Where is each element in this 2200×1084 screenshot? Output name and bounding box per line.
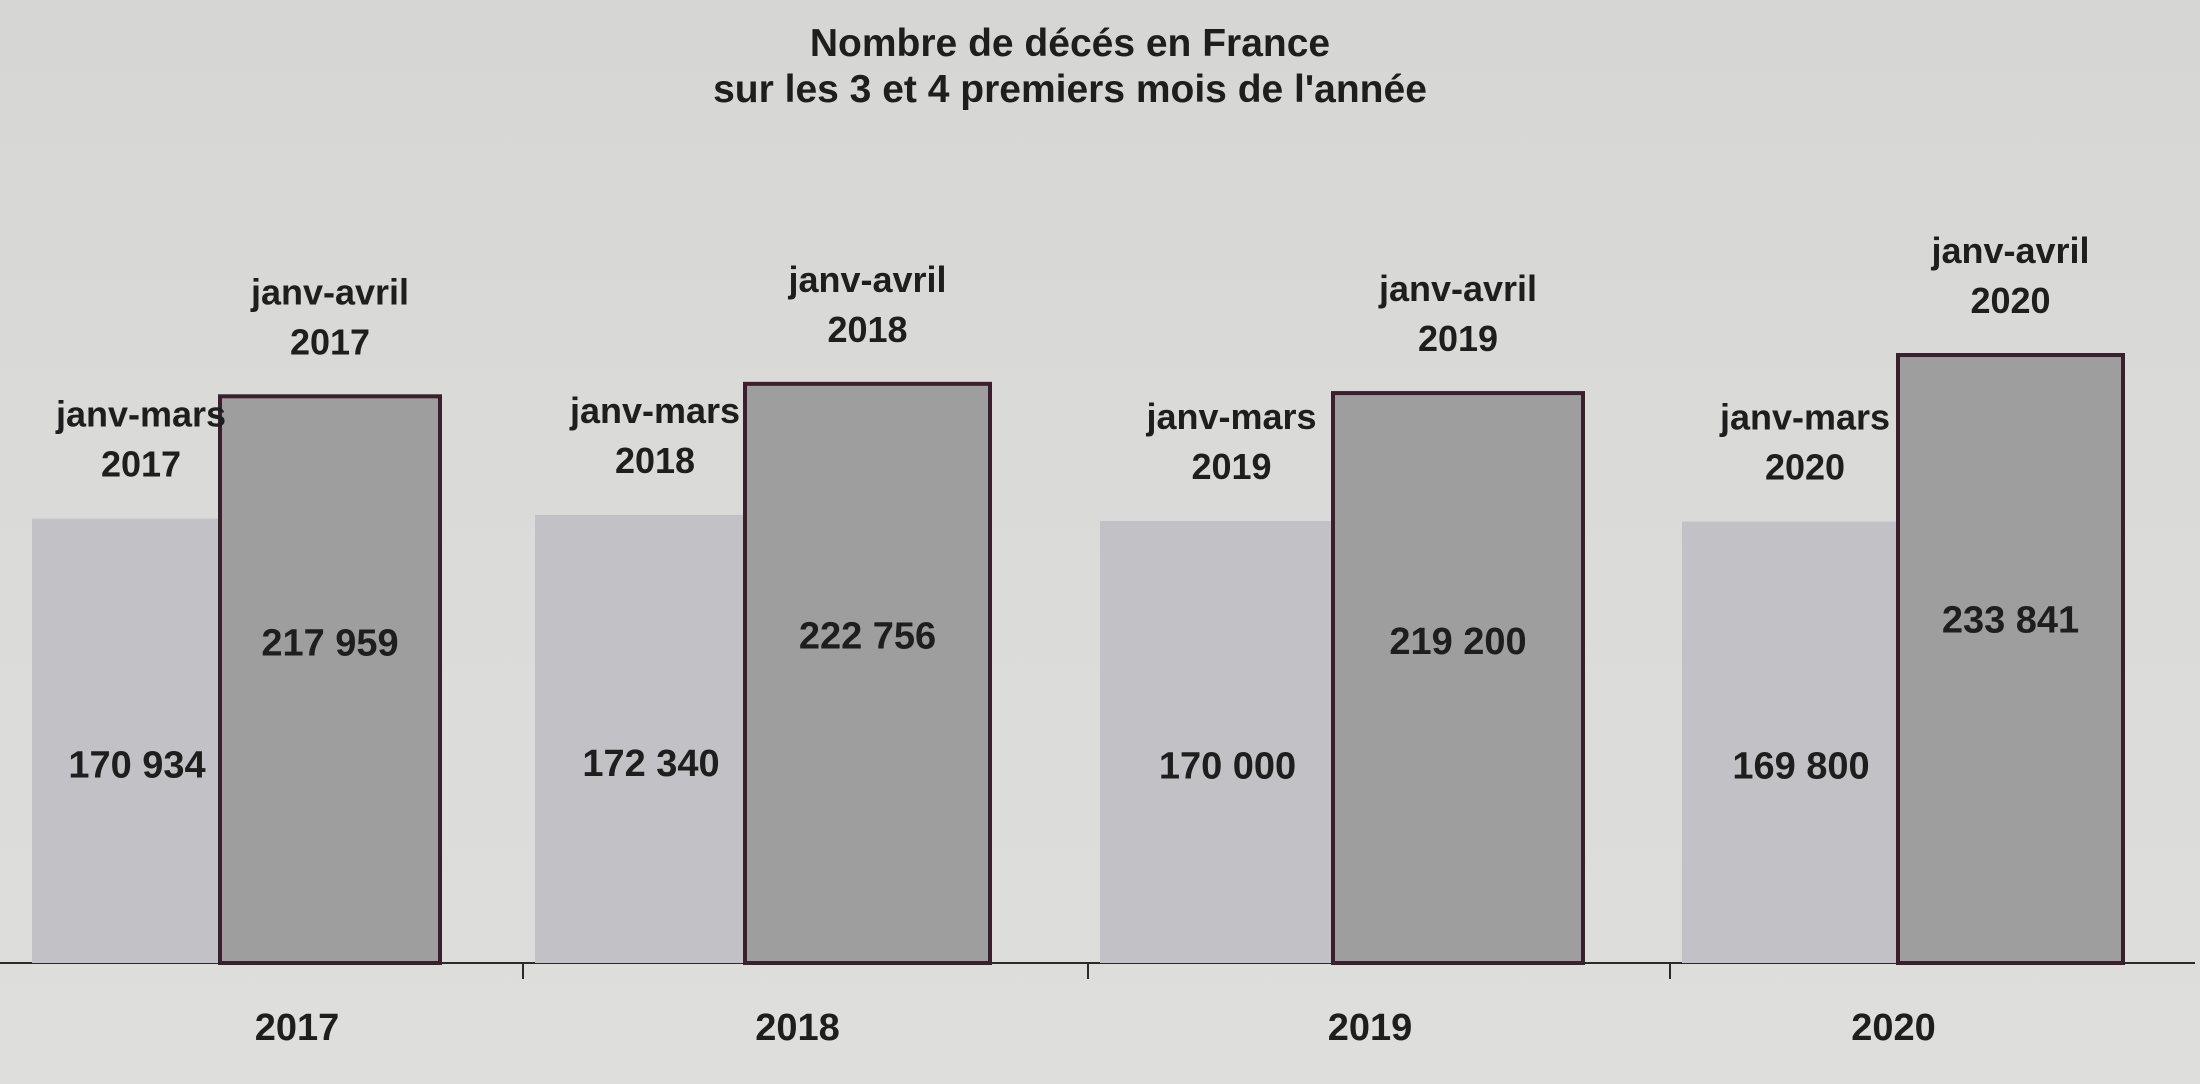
bar-label-janv-mars-2020: janv-mars [1719,397,1890,438]
bar-label-janv-mars-year-2017: 2017 [101,444,181,485]
bar-label-janv-avril-year-2020: 2020 [1970,280,2050,321]
value-label-janv-avril-2019: 219 200 [1389,621,1526,663]
bar-janv-mars-2017 [32,518,242,963]
bar-label-janv-avril-year-2018: 2018 [827,309,907,350]
value-label-janv-avril-2018: 222 756 [799,616,936,658]
bar-label-janv-mars-2019: janv-mars [1145,396,1316,437]
bar-label-janv-mars-year-2018: 2018 [615,440,695,481]
x-tick-label-2019: 2019 [1328,1007,1413,1049]
bar-label-janv-mars-2018: janv-mars [569,390,740,431]
value-label-janv-mars-2020: 169 800 [1732,746,1869,788]
bar-label-janv-mars-2017: janv-mars [55,394,226,435]
chart-title: Nombre de décés en France [809,22,1331,65]
bar-label-janv-avril-2020: janv-avril [1930,230,2089,271]
bar-janv-mars-2020 [1682,521,1920,963]
bar-janv-mars-2018 [535,514,767,963]
bar-label-janv-avril-2018: janv-avril [787,259,946,300]
bar-label-janv-mars-year-2019: 2019 [1191,446,1271,487]
bar-janv-avril-2020 [1896,353,2125,965]
bar-label-janv-avril-2017: janv-avril [250,271,409,312]
bar-label-janv-avril-2019: janv-avril [1378,268,1537,309]
value-label-janv-avril-2017: 217 959 [261,623,398,665]
value-label-janv-mars-2017: 170 934 [68,744,205,786]
bar-janv-mars-2019 [1100,521,1355,963]
bar-label-janv-mars-year-2020: 2020 [1765,447,1845,488]
bar-label-janv-avril-year-2019: 2019 [1418,318,1498,359]
value-label-janv-avril-2020: 233 841 [1942,600,2079,642]
bar-janv-avril-2017 [218,394,442,966]
x-tick-label-2018: 2018 [755,1007,840,1049]
chart-subtitle: sur les 3 et 4 premiers mois de l'année [713,68,1427,111]
bar-janv-avril-2018 [743,381,992,965]
bar-label-janv-avril-year-2017: 2017 [290,321,370,362]
bar-janv-avril-2019 [1331,391,1585,965]
x-tick-label-2017: 2017 [255,1007,340,1049]
value-label-janv-mars-2018: 172 340 [582,743,719,785]
value-label-janv-mars-2019: 170 000 [1159,746,1296,788]
x-tick-label-2020: 2020 [1851,1007,1936,1049]
